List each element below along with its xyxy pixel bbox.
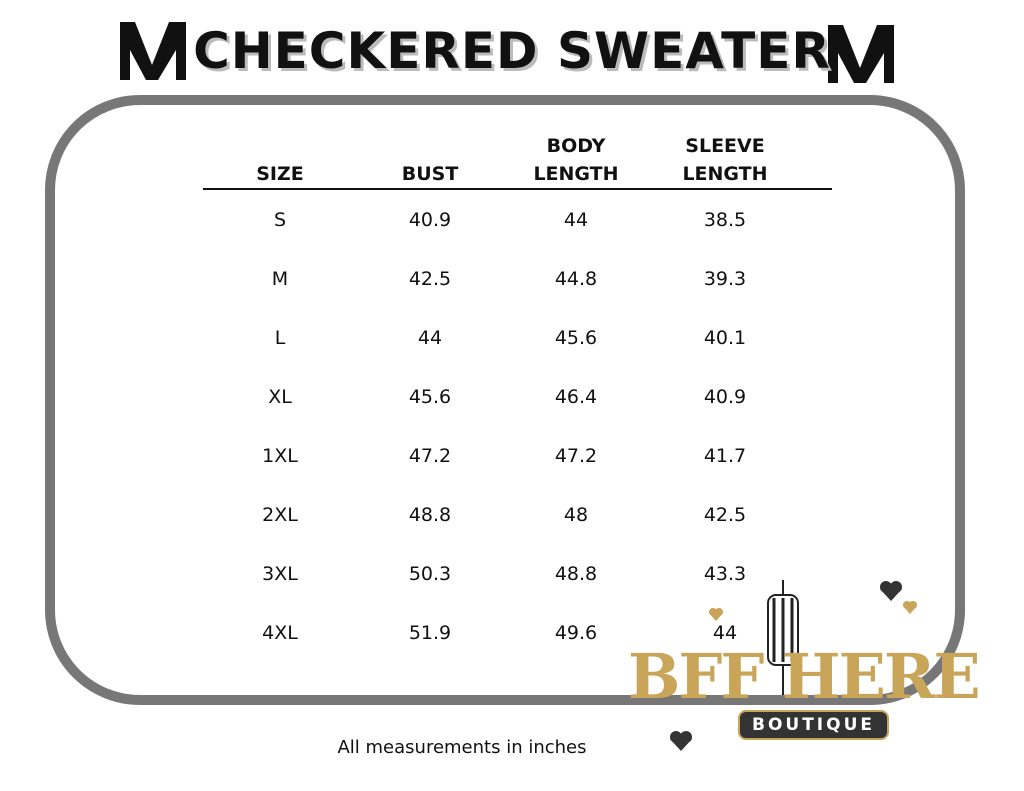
table-cell: 41.7: [703, 445, 747, 467]
table-cell: L: [274, 327, 286, 349]
table-cell: 43.3: [703, 563, 747, 585]
table-cell: 1XL: [262, 445, 298, 467]
logo-name: BFF HERE: [628, 640, 981, 713]
table-cell: 40.1: [703, 327, 747, 349]
frame: [45, 95, 965, 705]
header-rule: [203, 188, 832, 190]
table-cell: 42.5: [408, 268, 452, 290]
table-cell: 2XL: [262, 504, 298, 526]
column-header: SLEEVE LENGTH: [682, 135, 768, 185]
table-cell: 44: [563, 209, 589, 231]
table-cell: 49.6: [554, 622, 598, 644]
table-cell: 45.6: [554, 327, 598, 349]
table-cell: 45.6: [408, 386, 452, 408]
table-cell: 48.8: [408, 504, 452, 526]
column-header: SIZE: [256, 163, 304, 185]
table-cell: 46.4: [554, 386, 598, 408]
table-cell: 44.8: [554, 268, 598, 290]
table-cell: S: [273, 209, 287, 231]
table-cell: 38.5: [703, 209, 747, 231]
table-cell: 39.3: [703, 268, 747, 290]
table-cell: M: [271, 268, 289, 290]
footnote: All measurements in inches: [337, 737, 587, 758]
table-cell: 40.9: [408, 209, 452, 231]
table-cell: 48: [563, 504, 589, 526]
table-cell: 44: [417, 327, 443, 349]
table-cell: 48.8: [554, 563, 598, 585]
table-cell: 47.2: [408, 445, 452, 467]
title: CHECKERED SWEATER: [193, 22, 831, 80]
logo-tagline: BOUTIQUE: [738, 710, 890, 740]
column-header: BODY LENGTH: [533, 135, 619, 185]
table-cell: 44: [712, 622, 738, 644]
table-cell: XL: [268, 386, 292, 408]
table-cell: 4XL: [262, 622, 298, 644]
brand-mark-left: [120, 22, 186, 80]
table-cell: 50.3: [408, 563, 452, 585]
hearts: [670, 581, 902, 751]
table-cell: 42.5: [703, 504, 747, 526]
mannequin: [767, 580, 799, 705]
table-cell: 40.9: [703, 386, 747, 408]
table-cell: 51.9: [408, 622, 452, 644]
column-header: BUST: [401, 163, 459, 185]
brand-mark-right: [828, 25, 894, 83]
table-cell: 47.2: [554, 445, 598, 467]
table-cell: 3XL: [262, 563, 298, 585]
